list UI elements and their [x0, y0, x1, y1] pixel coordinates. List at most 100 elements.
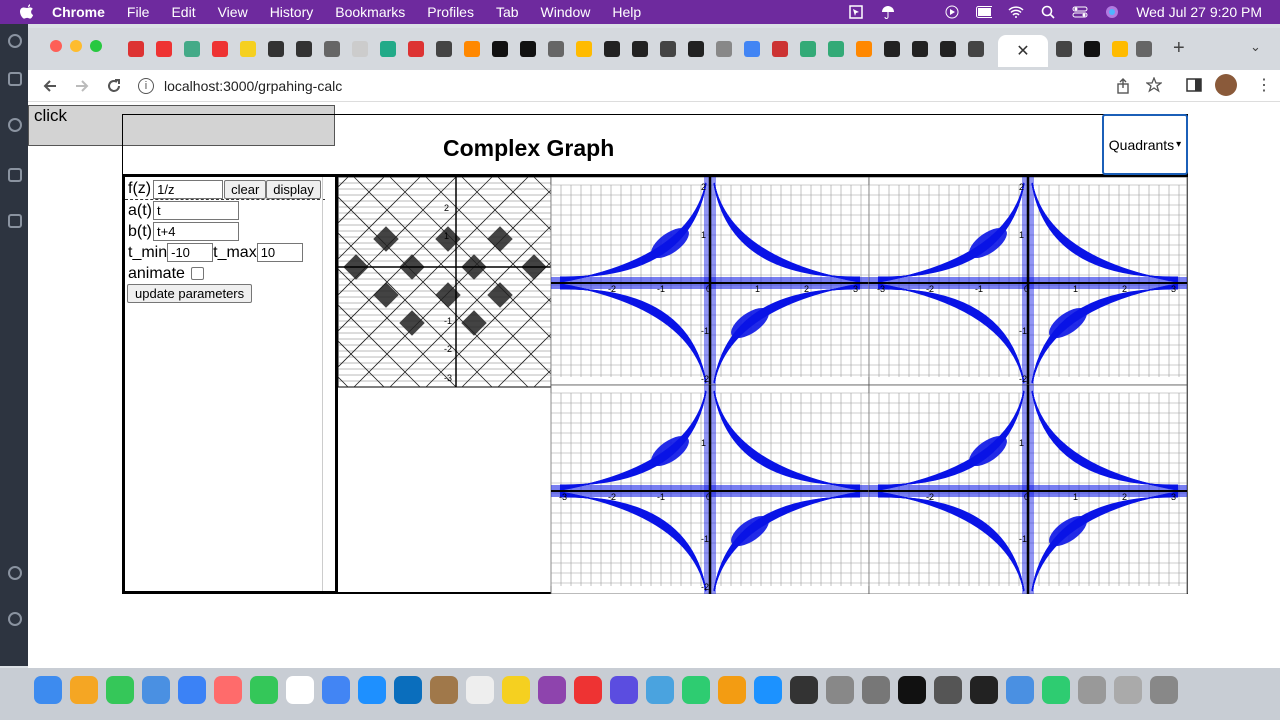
tab-favicon-icon[interactable] [352, 41, 368, 57]
dock-app-icon[interactable] [142, 676, 170, 704]
dock-app-icon[interactable] [106, 676, 134, 704]
dock-app-icon[interactable] [1078, 676, 1106, 704]
tab-favicon-icon[interactable] [1136, 41, 1152, 57]
b-input[interactable]: t+4 [153, 222, 239, 241]
menu-file[interactable]: File [126, 4, 150, 20]
dock-app-icon[interactable] [646, 676, 674, 704]
menu-view[interactable]: View [217, 4, 248, 20]
umbrella-icon[interactable] [880, 5, 896, 19]
tab-favicon-icon[interactable] [212, 41, 228, 57]
graph-canvas[interactable]: 21-1-2-3-2 -1 0 1 2 321-1-2-3 -2 -1 0 1 2 321-1-2-3… [137, 176, 1188, 595]
info-icon[interactable]: i [138, 78, 154, 94]
dock-app-icon[interactable] [430, 676, 458, 704]
tab-favicon-icon[interactable] [772, 41, 788, 57]
tab-favicon-icon[interactable] [324, 41, 340, 57]
tmax-input[interactable]: 10 [256, 243, 303, 262]
tab-favicon-icon[interactable] [520, 41, 536, 57]
tab-favicon-icon[interactable] [1112, 41, 1128, 57]
moon-icon[interactable] [912, 5, 928, 19]
menu-profiles[interactable]: Profiles [427, 4, 474, 20]
fz-input[interactable]: 1/z [153, 179, 224, 199]
close-icon[interactable]: ✕ [1016, 43, 1030, 60]
tab-favicon-icon[interactable] [1084, 41, 1100, 57]
control-center-icon[interactable] [1072, 5, 1088, 19]
tab-favicon-icon[interactable] [576, 41, 592, 57]
files-icon[interactable] [8, 72, 22, 86]
tab-favicon-icon[interactable] [240, 41, 256, 57]
menu-history[interactable]: History [269, 4, 314, 20]
dock-app-icon[interactable] [538, 676, 566, 704]
dock-app-icon[interactable] [286, 676, 314, 704]
tab-favicon-icon[interactable] [604, 41, 620, 57]
back-icon[interactable] [39, 75, 61, 97]
menu-app-name[interactable]: Chrome [52, 4, 105, 20]
tab-favicon-icon[interactable] [688, 41, 704, 57]
gear-icon[interactable] [8, 612, 22, 626]
update-parameters-button[interactable]: update parameters [127, 284, 253, 303]
tab-favicon-icon[interactable] [464, 41, 480, 57]
tab-favicon-icon[interactable] [380, 41, 396, 57]
tab-favicon-icon[interactable] [268, 41, 284, 57]
minimize-window-button[interactable] [70, 40, 82, 52]
siri-icon[interactable] [1104, 5, 1120, 19]
menu-window[interactable]: Window [540, 4, 591, 20]
dock-app-icon[interactable] [934, 676, 962, 704]
dock-app-icon[interactable] [790, 676, 818, 704]
tab-favicon-icon[interactable] [800, 41, 816, 57]
dock-app-icon[interactable] [1006, 676, 1034, 704]
dock-app-icon[interactable] [574, 676, 602, 704]
dock-app-icon[interactable] [970, 676, 998, 704]
domain-graph[interactable] [337, 176, 552, 388]
more-menu-icon[interactable]: ⋮ [1256, 77, 1272, 94]
tab-favicon-icon[interactable] [660, 41, 676, 57]
menu-edit[interactable]: Edit [171, 4, 196, 20]
clear-button[interactable]: clear [224, 179, 267, 199]
avatar[interactable] [1215, 74, 1237, 96]
dock-app-icon[interactable] [1150, 676, 1178, 704]
battery-icon[interactable] [976, 5, 993, 19]
extensions-icon[interactable] [8, 214, 22, 228]
tmin-input[interactable]: -10 [167, 243, 214, 262]
tab-favicon-icon[interactable] [436, 41, 452, 57]
dock-app-icon[interactable] [358, 676, 386, 704]
dock-app-icon[interactable] [250, 676, 278, 704]
tab-favicon-icon[interactable] [184, 41, 200, 57]
share-icon[interactable] [1116, 78, 1130, 99]
cursor-icon[interactable] [848, 5, 864, 19]
dock-app-icon[interactable] [178, 676, 206, 704]
source-control-icon[interactable] [8, 168, 22, 182]
tab-favicon-icon[interactable] [884, 41, 900, 57]
active-tab[interactable]: ✕ [998, 35, 1048, 67]
tab-favicon-icon[interactable] [156, 41, 172, 57]
address-bar[interactable]: i localhost:3000/grpahing-calc [138, 74, 1198, 98]
click-box[interactable]: click [28, 105, 335, 146]
menu-help[interactable]: Help [612, 4, 642, 20]
menu-tab[interactable]: Tab [495, 4, 519, 20]
display-button[interactable]: display [266, 179, 321, 199]
menu-bookmarks[interactable]: Bookmarks [335, 4, 406, 20]
tab-favicon-icon[interactable] [492, 41, 508, 57]
play-icon[interactable] [944, 5, 960, 19]
tab-favicon-icon[interactable] [856, 41, 872, 57]
tab-favicon-icon[interactable] [128, 41, 144, 57]
tab-favicon-icon[interactable] [632, 41, 648, 57]
url-text[interactable]: localhost:3000/grpahing-calc [164, 78, 343, 94]
view-select-value[interactable]: Quadrants [1108, 136, 1175, 153]
reload-icon[interactable] [103, 75, 125, 97]
search-icon[interactable] [8, 118, 22, 132]
account-icon[interactable] [8, 566, 22, 580]
close-window-button[interactable] [50, 40, 62, 52]
tab-favicon-icon[interactable] [716, 41, 732, 57]
tab-favicon-icon[interactable] [408, 41, 424, 57]
forward-icon[interactable] [71, 75, 93, 97]
dock-app-icon[interactable] [214, 676, 242, 704]
dock-app-icon[interactable] [394, 676, 422, 704]
dock-app-icon[interactable] [898, 676, 926, 704]
dock-app-icon[interactable] [1042, 676, 1070, 704]
animate-checkbox[interactable] [190, 267, 204, 280]
search-icon[interactable] [1040, 5, 1056, 19]
dock-app-icon[interactable] [70, 676, 98, 704]
dock-app-icon[interactable] [502, 676, 530, 704]
dock-app-icon[interactable] [1114, 676, 1142, 704]
wifi-icon[interactable] [1008, 5, 1024, 19]
